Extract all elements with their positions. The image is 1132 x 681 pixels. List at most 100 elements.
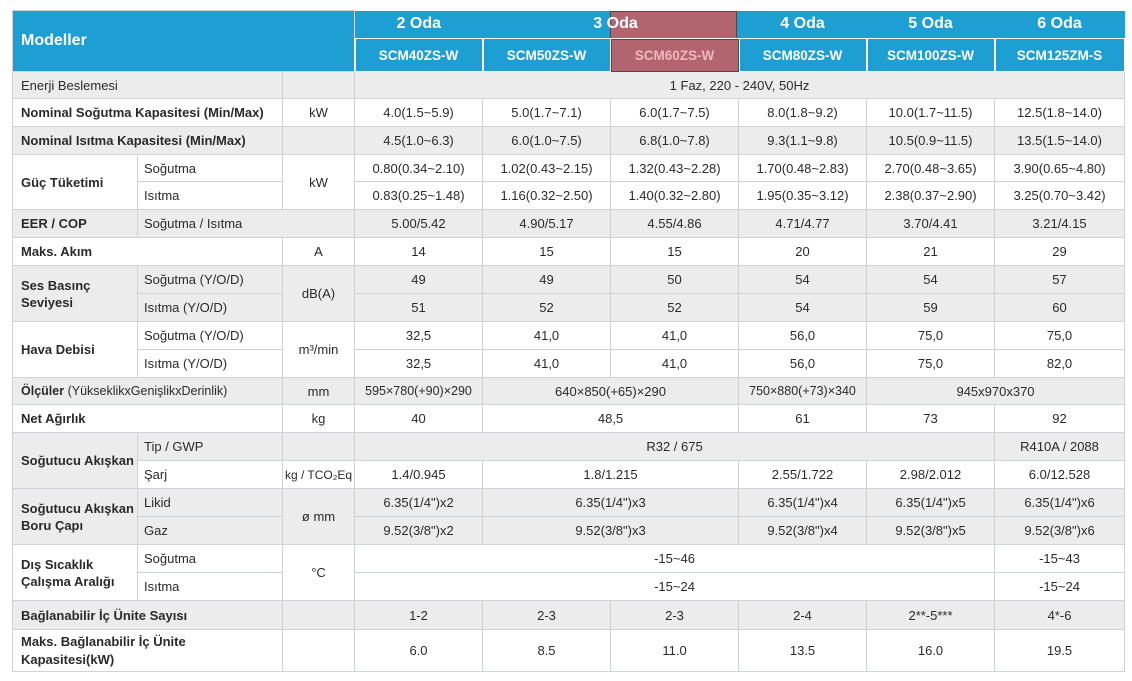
highlight-box <box>609 10 737 39</box>
model-scm50: SCM50ZS-W <box>481 38 612 72</box>
power-heat-value: 1.40(0.32~2.80) <box>610 181 740 210</box>
sound-heat-value: 52 <box>610 293 740 322</box>
heat-cap-value: 9.3(1.1~9.8) <box>738 126 868 155</box>
units-unit <box>281 600 356 630</box>
pipe-liquid-label: Likid <box>137 488 283 517</box>
cool-cap-label: Nominal Soğutma Kapasitesi (Min/Max) <box>12 98 283 127</box>
power-cool-value: 1.70(0.48~2.83) <box>738 154 868 182</box>
air-heat-label: Isıtma (Y/O/D) <box>137 349 283 378</box>
outdoor-heat-label: Isıtma <box>137 572 283 601</box>
units-value: 2-4 <box>738 600 868 630</box>
room-3-cell: 3 Oda <box>482 10 739 39</box>
power-heat-value: 0.83(0.25~1.48) <box>354 181 484 210</box>
heat-cap-value: 6.0(1.0~7.5) <box>482 126 612 155</box>
current-value: 15 <box>610 237 740 266</box>
row-air-heat: Isıtma (Y/O/D) 32,5 41,0 41,0 56,0 75,0 … <box>13 349 1126 378</box>
eer-value: 4.71/4.77 <box>738 209 868 238</box>
pipe-gas-label: Gaz <box>137 516 283 545</box>
power-cool-value: 3.90(0.65~4.80) <box>994 154 1126 182</box>
air-cool-value: 56,0 <box>738 321 868 350</box>
sound-heat-value: 52 <box>482 293 612 322</box>
air-cool-value: 75,0 <box>866 321 996 350</box>
power-heat-value: 1.95(0.35~3.12) <box>738 181 868 210</box>
ref-charge-value: 6.0/12.528 <box>994 460 1126 489</box>
current-value: 15 <box>482 237 612 266</box>
pipe-gas-value: 9.52(3/8")x6 <box>994 516 1126 545</box>
maxcap-unit <box>281 629 356 672</box>
air-label: Hava Debisi <box>12 321 138 378</box>
outdoor-cool-value: -15~43 <box>994 544 1126 573</box>
air-heat-value: 41,0 <box>610 349 740 378</box>
dims-value: 640×850(+65)×290 <box>482 377 740 405</box>
sound-cool-value: 49 <box>354 265 484 294</box>
row-outdoor-heat: Isıtma -15~24 -15~24 <box>13 572 1126 601</box>
cool-cap-value: 12.5(1.8~14.0) <box>994 98 1126 127</box>
dims-unit: mm <box>281 377 356 405</box>
outdoor-cool-value: -15~46 <box>354 544 996 573</box>
heat-cap-value: 13.5(1.5~14.0) <box>994 126 1126 155</box>
pipe-gas-value: 9.52(3/8")x2 <box>354 516 484 545</box>
row-eer: EER / COP Soğutma / Isıtma 5.00/5.42 4.9… <box>12 209 1126 238</box>
air-heat-value: 75,0 <box>866 349 996 378</box>
units-value: 2-3 <box>610 600 740 630</box>
power-label: Güç Tüketimi <box>12 154 138 210</box>
model-scm40: SCM40ZS-W <box>353 38 484 72</box>
row-heat-cap: Nominal Isıtma Kapasitesi (Min/Max) 4.5(… <box>12 126 1126 155</box>
cool-cap-value: 5.0(1.7~7.1) <box>482 98 612 127</box>
outdoor-heat-value: -15~24 <box>994 572 1126 601</box>
sound-heat-value: 51 <box>354 293 484 322</box>
room-5: 5 Oda <box>866 10 995 39</box>
current-value: 14 <box>354 237 484 266</box>
pipe-gas-value: 9.52(3/8")x3 <box>482 516 740 545</box>
air-cool-value: 75,0 <box>994 321 1126 350</box>
model-scm125: SCM125ZM-S <box>993 38 1126 72</box>
row-pipe-gas: Gaz 9.52(3/8")x2 9.52(3/8")x3 9.52(3/8")… <box>13 516 1126 545</box>
outdoor-cool-label: Soğutma <box>137 544 283 573</box>
power-unit: kW <box>281 154 356 210</box>
eer-value: 3.21/4.15 <box>994 209 1126 238</box>
current-value: 20 <box>738 237 868 266</box>
dims-label-cell: Ölçüler (YükseklikxGenişlikxDerinlik) <box>12 377 283 405</box>
power-heat-value: 1.16(0.32~2.50) <box>482 181 612 210</box>
cool-cap-value: 10.0(1.7~11.5) <box>866 98 996 127</box>
row-sound-heat: Isıtma (Y/O/D) 51 52 52 54 59 60 <box>13 293 1126 322</box>
outdoor-heat-value: -15~24 <box>354 572 996 601</box>
row-maxcap: Maks. Bağlanabilir İç Ünite Kapasitesi(k… <box>12 629 1126 672</box>
eer-sub: Soğutma / Isıtma <box>136 209 356 238</box>
energy-unit <box>281 71 356 99</box>
row-pipe-liquid: Soğutucu Akışkan Boru Çapı Likid ø mm 6.… <box>12 488 1126 545</box>
ref-charge-value: 1.8/1.215 <box>482 460 740 489</box>
power-cool-value: 0.80(0.34~2.10) <box>354 154 484 182</box>
power-heat-value: 3.25(0.70~3.42) <box>994 181 1126 210</box>
air-heat-value: 56,0 <box>738 349 868 378</box>
model-scm60-highlighted: SCM60ZS-W <box>609 38 740 72</box>
heat-cap-value: 6.8(1.0~7.8) <box>610 126 740 155</box>
sound-heat-label: Isıtma (Y/O/D) <box>137 293 283 322</box>
room-6: 6 Oda <box>994 10 1125 39</box>
units-value: 2**-5*** <box>866 600 996 630</box>
heat-cap-unit <box>281 126 356 155</box>
weight-label: Net Ağırlık <box>12 404 283 433</box>
ref-charge-unit: kg / TCO₂Eq <box>281 460 356 489</box>
sound-heat-value: 60 <box>994 293 1126 322</box>
row-dims: Ölçüler (YükseklikxGenişlikxDerinlik) mm… <box>12 377 1126 405</box>
spec-table: Modeller 2 Oda 3 Oda 4 Oda 5 Oda 6 Oda S… <box>11 10 1126 672</box>
sound-heat-value: 59 <box>866 293 996 322</box>
sound-cool-value: 57 <box>994 265 1126 294</box>
maxcap-value: 16.0 <box>866 629 996 672</box>
sound-cool-label: Soğutma (Y/O/D) <box>137 265 283 294</box>
outdoor-unit: °C <box>281 544 356 601</box>
eer-value: 5.00/5.42 <box>354 209 484 238</box>
units-value: 4*-6 <box>994 600 1126 630</box>
pipe-liquid-value: 6.35(1/4")x6 <box>994 488 1126 517</box>
row-cool-cap: Nominal Soğutma Kapasitesi (Min/Max) kW … <box>12 98 1126 127</box>
dims-sub: (YükseklikxGenişlikxDerinlik) <box>67 384 228 398</box>
energy-label: Enerji Beslemesi <box>12 71 283 99</box>
heat-cap-label: Nominal Isıtma Kapasitesi (Min/Max) <box>12 126 283 155</box>
sound-heat-value: 54 <box>738 293 868 322</box>
spec-table-container: Modeller 2 Oda 3 Oda 4 Oda 5 Oda 6 Oda S… <box>11 10 1126 672</box>
dims-value: 945x970x370 <box>866 377 1126 405</box>
heat-cap-value: 10.5(0.9~11.5) <box>866 126 996 155</box>
air-heat-value: 82,0 <box>994 349 1126 378</box>
row-air-cool: Hava Debisi Soğutma (Y/O/D) m³/min 32,5 … <box>12 321 1126 378</box>
